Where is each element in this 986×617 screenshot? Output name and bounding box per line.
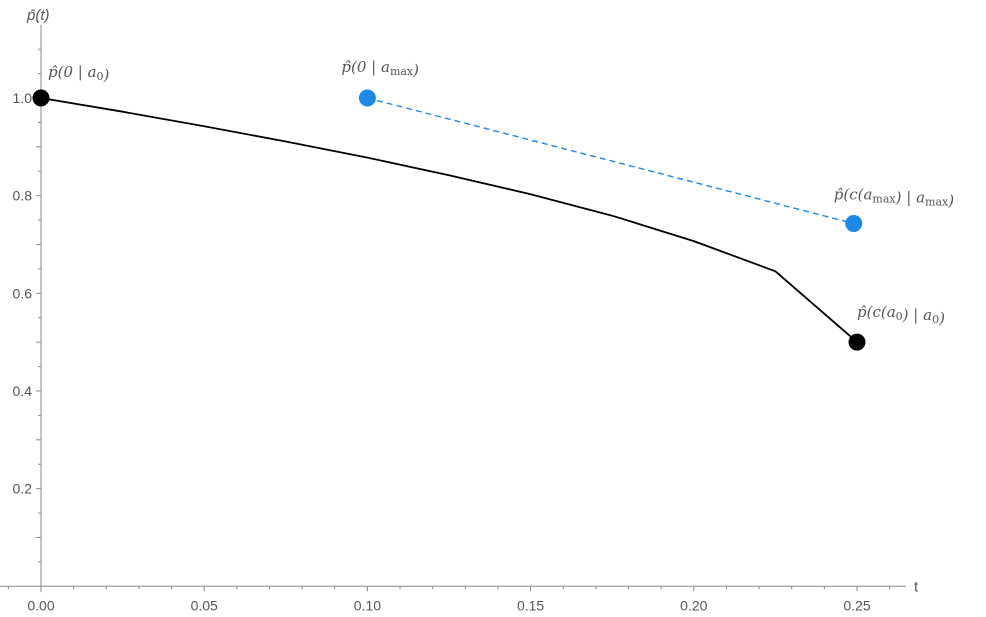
- y-tick-label: 0.8: [13, 188, 33, 204]
- data-point: [358, 89, 376, 107]
- y-axis-label: p̂(t): [26, 7, 50, 24]
- data-point: [848, 333, 866, 351]
- x-tick-label: 0.05: [191, 597, 218, 613]
- x-tick-label: 0.10: [354, 597, 381, 613]
- data-point: [32, 89, 50, 107]
- series-layer: [40, 97, 858, 343]
- data-point-label: p̂(c(amax) | amax): [834, 185, 954, 209]
- x-tick-label: 0.00: [27, 597, 54, 613]
- x-tick-label: 0.15: [517, 597, 544, 613]
- series-line-0: [40, 97, 858, 343]
- y-tick-label: 0.6: [13, 285, 33, 301]
- series-line-1: [367, 97, 854, 225]
- data-point-label: p̂(0 | a0): [48, 63, 110, 84]
- y-tick-label: 1.0: [13, 90, 33, 106]
- data-point-label: p̂(c(a0) | a0): [857, 303, 945, 327]
- x-tick-label: 0.25: [843, 597, 870, 613]
- data-point: [845, 214, 863, 232]
- y-tick-label: 0.2: [13, 481, 33, 497]
- points-layer: p̂(0 | a0) p̂(0 | amax) p̂(c(amax) | amax)…: [32, 58, 954, 351]
- y-tick-label: 0.4: [13, 383, 33, 399]
- x-axis-label: t: [914, 578, 919, 595]
- x-tick-label: 0.20: [680, 597, 707, 613]
- data-point-label: p̂(0 | amax): [341, 58, 419, 79]
- axes: 0.00 0.05 0.10 0.15 0.20 0.25 0.2 0.4 0.6 0.8 1.0: [0, 24, 906, 613]
